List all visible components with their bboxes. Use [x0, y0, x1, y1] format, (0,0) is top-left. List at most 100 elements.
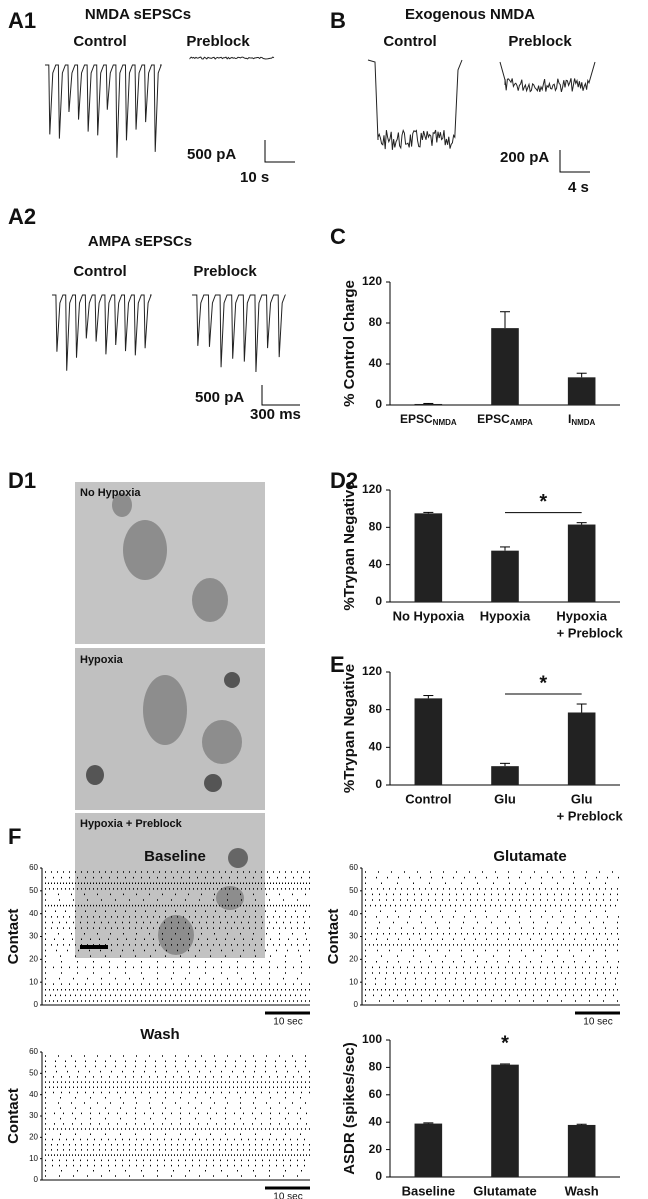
micrograph-label: Hypoxia	[80, 654, 124, 666]
scale-label: 300 ms	[250, 406, 301, 423]
x-tick-label: EPSC	[477, 412, 510, 426]
cell	[204, 774, 222, 792]
panel-label: D1	[8, 468, 36, 493]
bar	[491, 550, 519, 602]
x-tick-label: Glu	[571, 791, 593, 806]
scale-label: 4 s	[568, 179, 589, 196]
x-tick-label: Hypoxia	[556, 608, 607, 623]
y-tick-label: 10	[349, 977, 358, 986]
condition-label: Preblock	[186, 33, 250, 50]
cell	[228, 848, 248, 868]
x-tick-label: Wash	[565, 1183, 599, 1198]
cell	[143, 675, 187, 745]
y-tick-label: 120	[362, 664, 382, 678]
annotation: *	[539, 491, 547, 513]
y-tick-label: 30	[29, 1111, 38, 1120]
scale-label: 10 sec	[273, 1192, 302, 1199]
x-tick-label: Control	[405, 791, 451, 806]
y-tick-label: 0	[375, 397, 382, 411]
panel-label: A2	[8, 204, 36, 229]
x-tick-label: EPSC	[400, 412, 433, 426]
trace	[192, 294, 286, 373]
cell	[123, 520, 167, 580]
y-tick-label: 50	[29, 1068, 38, 1077]
micrograph-label: No Hypoxia	[80, 487, 141, 499]
trace	[499, 61, 596, 93]
x-tick-label: INMDA	[568, 412, 596, 427]
scale-label: 10 sec	[273, 1017, 302, 1028]
condition-label: Control	[73, 33, 126, 50]
scale-label: 10 s	[240, 169, 269, 186]
cell	[216, 886, 244, 910]
trace-title: NMDA sEPSCs	[85, 6, 191, 23]
scale-bar	[261, 385, 300, 406]
x-tick-label: Baseline	[402, 1183, 455, 1198]
y-tick-label: 0	[375, 777, 382, 791]
y-tick-label: 40	[29, 1090, 38, 1099]
panel-label: D2	[330, 468, 358, 493]
axis-label: %Trypan Negative	[341, 664, 358, 793]
y-tick-label: 40	[369, 1114, 383, 1128]
y-tick-label: 40	[369, 557, 383, 571]
scale-label: 200 pA	[500, 149, 549, 166]
x-tick-label: + Preblock	[557, 808, 624, 823]
y-tick-label: 40	[349, 909, 358, 918]
y-tick-label: 80	[369, 702, 383, 716]
panel-label: F	[8, 824, 21, 849]
condition-label: Preblock	[193, 263, 257, 280]
condition-label: Control	[73, 263, 126, 280]
scale-label: 500 pA	[187, 146, 236, 163]
panel-label: A1	[8, 8, 36, 33]
y-tick-label: 0	[375, 594, 382, 608]
x-tick-label: No Hypoxia	[393, 608, 465, 623]
panel-label: B	[330, 8, 346, 33]
axis-label: % Control Charge	[341, 280, 358, 407]
y-tick-label: 0	[34, 1000, 39, 1009]
y-tick-label: 40	[29, 909, 38, 918]
x-tick-label: EPSCNMDA	[400, 412, 457, 427]
y-tick-label: 80	[369, 520, 383, 534]
x-tick-subscript: AMPA	[510, 418, 533, 427]
x-tick-subscript: NMDA	[433, 418, 457, 427]
y-tick-label: 40	[369, 740, 383, 754]
bar	[491, 1064, 519, 1177]
y-tick-label: 10	[29, 1154, 38, 1163]
y-tick-label: 30	[349, 932, 358, 941]
raster-title: Wash	[140, 1026, 179, 1043]
axis-label: Contact	[5, 1088, 22, 1144]
scale-bar	[80, 945, 108, 949]
micrograph-label: Hypoxia + Preblock	[80, 818, 183, 830]
trace	[45, 64, 162, 158]
y-tick-label: 20	[349, 954, 358, 963]
cell	[112, 493, 132, 517]
x-tick-label: + Preblock	[557, 625, 624, 640]
bar	[567, 712, 596, 785]
bar	[491, 766, 519, 785]
y-tick-label: 50	[29, 886, 38, 895]
y-tick-label: 80	[369, 1060, 383, 1074]
micrograph	[75, 482, 265, 644]
axis-label: %Trypan Negative	[341, 481, 358, 610]
x-tick-label: Glutamate	[473, 1183, 537, 1198]
y-tick-label: 60	[349, 863, 358, 872]
y-tick-label: 120	[362, 274, 382, 288]
bar	[491, 328, 519, 405]
trace-title: AMPA sEPSCs	[88, 233, 192, 250]
cell	[224, 672, 240, 688]
bar	[414, 1123, 443, 1177]
x-tick-label: EPSCAMPA	[477, 412, 533, 427]
scale-label: 500 pA	[195, 389, 244, 406]
condition-label: Preblock	[508, 33, 572, 50]
bar	[567, 1124, 596, 1177]
axis-label: ASDR (spikes/sec)	[341, 1042, 358, 1175]
y-tick-label: 120	[362, 482, 382, 496]
cell	[202, 720, 242, 764]
y-tick-label: 80	[369, 315, 383, 329]
y-tick-label: 60	[369, 1087, 383, 1101]
y-tick-label: 60	[29, 863, 38, 872]
annotation: *	[501, 1032, 509, 1054]
raster-title: Glutamate	[493, 848, 566, 865]
cell	[192, 578, 228, 622]
scale-bar	[559, 150, 590, 173]
cell	[158, 915, 194, 955]
